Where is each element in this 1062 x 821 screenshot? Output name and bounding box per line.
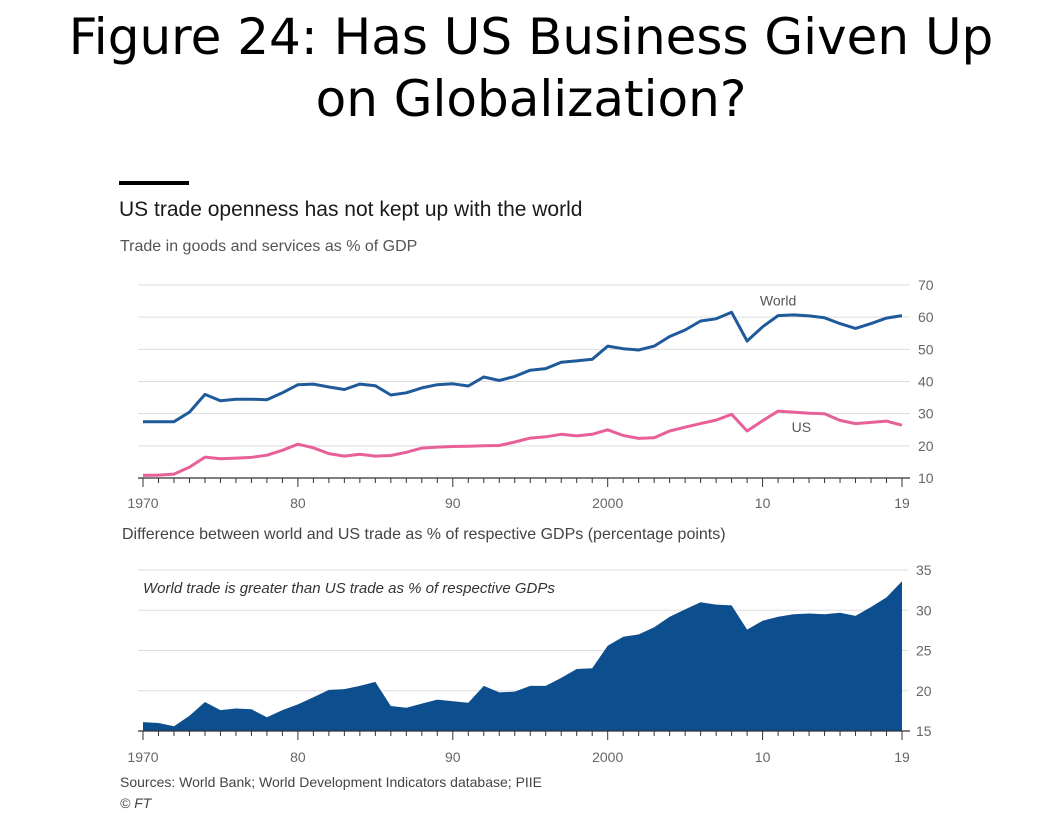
y-tick-label: 25	[916, 643, 932, 659]
us-series-line	[142, 409, 903, 477]
x-tick-label: 90	[445, 495, 461, 511]
trade-openness-line-chart: 10 20 30 40 50 60 70 1970 80 90 2000 10 19 World US	[127, 277, 933, 511]
x-tick-label: 19	[894, 749, 910, 765]
y-tick-label: 35	[916, 562, 932, 578]
y-tick-label: 50	[918, 341, 934, 357]
y-tick-label: 40	[918, 374, 934, 390]
x-tick-label: 2000	[592, 495, 623, 511]
x-tick-label: 19	[894, 495, 910, 511]
x-tick-label: 10	[755, 495, 771, 511]
y-tick-label: 30	[916, 602, 932, 618]
x-tick-label: 80	[290, 749, 306, 765]
world-series-label: World	[760, 293, 796, 309]
slide-title-line-2: on Globalization?	[315, 70, 747, 128]
x-tick-label: 90	[445, 749, 461, 765]
difference-area	[143, 581, 902, 731]
x-tick-label: 80	[290, 495, 306, 511]
slide-title: Figure 24: Has US Business Given Up on G…	[0, 6, 1062, 130]
y-tick-label: 60	[918, 309, 934, 325]
top-chart-subtitle: Trade in goods and services as % of GDP	[120, 238, 418, 255]
y-tick-label: 30	[918, 406, 934, 422]
x-tick-label: 1970	[127, 749, 158, 765]
x-tick-label: 1970	[127, 495, 158, 511]
y-tick-label: 10	[918, 470, 934, 486]
headline-rule	[119, 181, 189, 185]
slide-title-line-1: Figure 24: Has US Business Given Up	[68, 8, 994, 66]
world-series-line	[143, 310, 903, 424]
chart-headline: US trade openness has not kept up with t…	[119, 198, 583, 221]
y-tick-label: 15	[916, 723, 932, 739]
x-tick-label: 10	[755, 749, 771, 765]
sources-note: Sources: World Bank; World Development I…	[120, 774, 543, 790]
y-tick-label: 20	[916, 683, 932, 699]
copyright-note: © FT	[120, 795, 152, 811]
y-tick-label: 20	[918, 438, 934, 454]
chart-annotation: World trade is greater than US trade as …	[143, 580, 555, 597]
trade-difference-area-chart: 15 20 25 30 35 1970 80 90 2000 10 19 World trade is…	[127, 562, 931, 765]
x-tick-label: 2000	[592, 749, 623, 765]
y-tick-label: 70	[918, 277, 934, 293]
us-series-label: US	[792, 419, 811, 435]
bottom-chart-subtitle: Difference between world and US trade as…	[122, 526, 726, 543]
